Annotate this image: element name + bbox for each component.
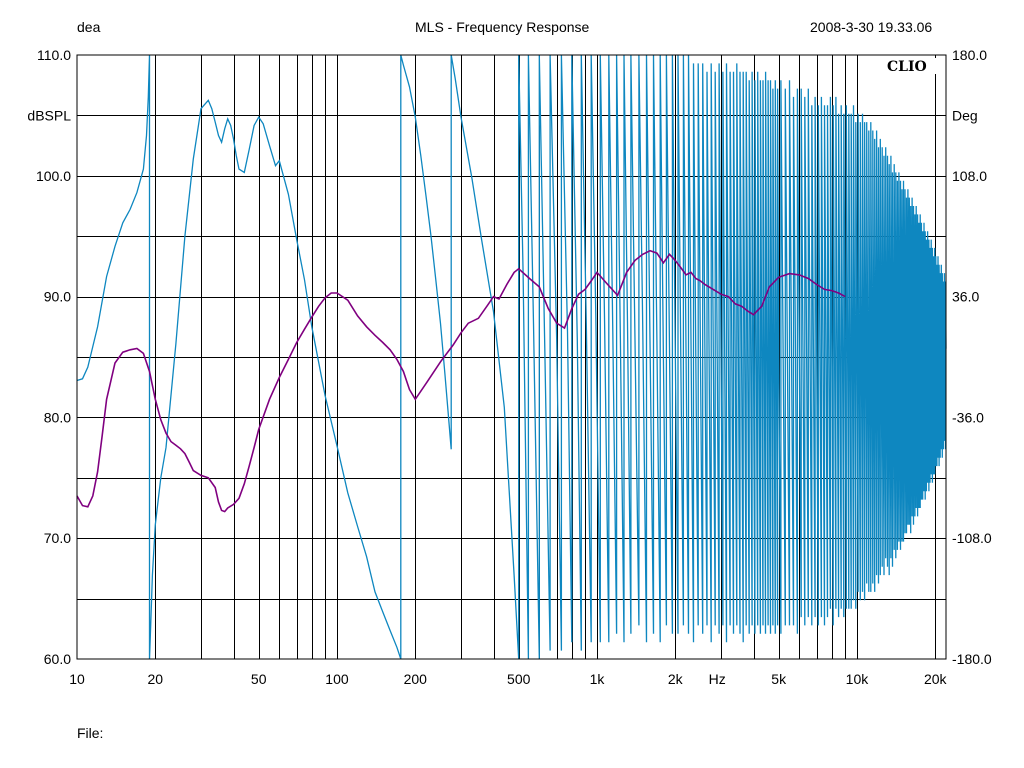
phase-series-line — [76, 54, 947, 660]
y-left-tick-label: 100.0 — [36, 168, 71, 184]
x-tick-label: 10k — [846, 671, 870, 687]
header-timestamp: 2008-3-30 19.33.06 — [810, 19, 933, 35]
y-right-tick-label: 108.0 — [952, 168, 987, 184]
y-left-axis-label: dBSPL — [27, 107, 71, 123]
clio-badge-box — [884, 58, 942, 74]
x-tick-label: 10 — [69, 671, 85, 687]
x-tick-label: 200 — [404, 671, 428, 687]
clio-badge: CLIO — [887, 59, 927, 75]
y-left-tick-label: 80.0 — [44, 409, 71, 425]
magnitude-series-line — [76, 249, 846, 513]
x-tick-label: 50 — [251, 671, 267, 687]
plot-area-frame — [76, 54, 947, 660]
y-right-tick-label: -108.0 — [952, 530, 992, 546]
y-right-axis-label: Deg — [952, 107, 978, 123]
x-tick-label: 20 — [147, 671, 163, 687]
y-left-tick-label: 60.0 — [44, 651, 71, 667]
header-left-label: dea — [77, 19, 101, 35]
y-right-tick-label: -180.0 — [952, 651, 992, 667]
y-right-tick-label: -36.0 — [952, 409, 984, 425]
x-tick-label: 1k — [590, 671, 606, 687]
y-left-tick-label: 90.0 — [44, 289, 71, 305]
y-right-tick-label: 36.0 — [952, 289, 979, 305]
x-tick-label: 2k — [668, 671, 684, 687]
footer-file-label: File: — [77, 725, 104, 741]
x-tick-label: 100 — [325, 671, 349, 687]
x-tick-label: 5k — [771, 671, 787, 687]
x-tick-label: 20k — [924, 671, 948, 687]
tick-labels: 10 20 50 100 200 500 1k 2k 5k 10k 20k Hz 110.0 100.0 9… — [27, 47, 992, 687]
y-left-tick-label: 110.0 — [37, 47, 71, 63]
x-axis-label: Hz — [709, 671, 726, 687]
y-left-tick-label: 70.0 — [44, 530, 71, 546]
y-right-tick-label: 180.0 — [952, 47, 987, 63]
chart-title: MLS - Frequency Response — [415, 19, 590, 35]
x-tick-label: 500 — [507, 671, 531, 687]
